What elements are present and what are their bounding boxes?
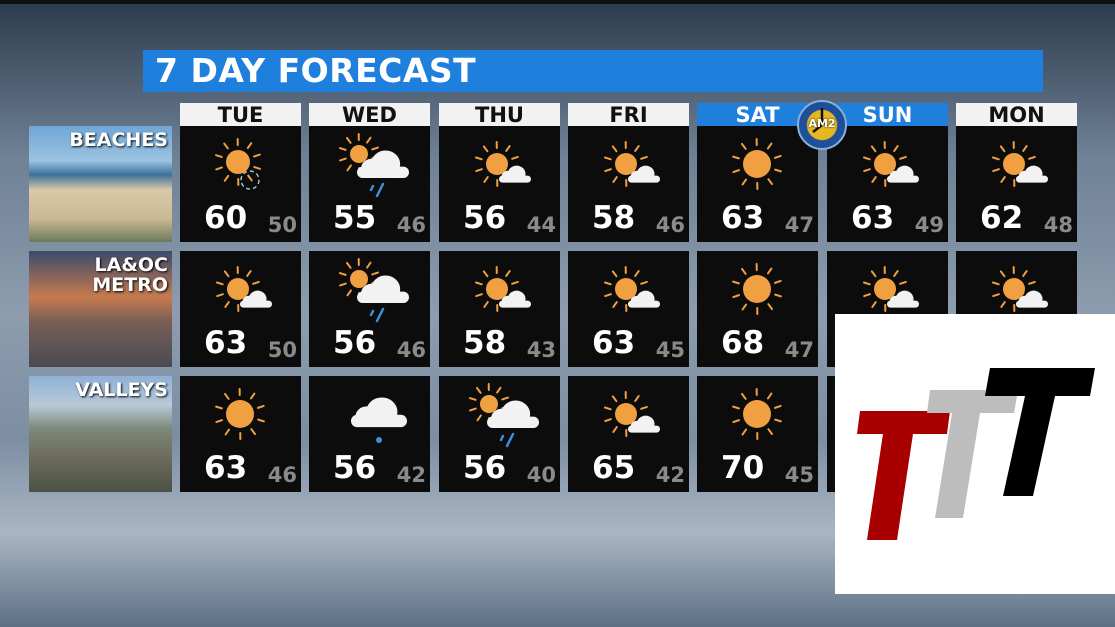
partly-sunny-icon (862, 141, 919, 187)
low-temp: 42 (396, 463, 426, 487)
low-temp: 50 (267, 213, 297, 237)
high-temp: 62 (980, 200, 1024, 236)
high-temp: 56 (463, 450, 507, 486)
region-label-panel: VALLEYS (29, 376, 172, 492)
sun-icon (732, 138, 782, 190)
partly-sunny-icon (991, 266, 1048, 312)
region-label: VALLEYS (75, 379, 168, 401)
region-label: BEACHES (69, 129, 168, 151)
high-temp: 68 (721, 325, 765, 361)
forecast-cell: 63 50 (180, 251, 301, 367)
forecast-cell: 55 46 (309, 126, 430, 242)
high-temp: 63 (204, 450, 248, 486)
partly-sunny-icon (862, 266, 919, 312)
partly-sunny-icon (603, 266, 660, 312)
low-temp: 50 (267, 338, 297, 362)
day-header-mon: MON (956, 103, 1077, 127)
page-title: 7 DAY FORECAST (143, 50, 1043, 92)
forecast-cell: 58 46 (568, 126, 689, 242)
forecast-cell: 56 40 (439, 376, 560, 492)
high-temp: 63 (851, 200, 895, 236)
ttt-logo-overlay (835, 314, 1115, 594)
top-border (0, 0, 1115, 4)
low-temp: 45 (655, 338, 685, 362)
high-temp: 65 (592, 450, 636, 486)
low-temp: 48 (1043, 213, 1073, 237)
sun-cloud-rain-icon (468, 383, 539, 448)
day-header-sun: SUN (827, 103, 948, 127)
high-temp: 55 (333, 200, 377, 236)
forecast-cell: 70 45 (697, 376, 818, 492)
low-temp: 45 (784, 463, 814, 487)
region-label-panel: LA&OC METRO (29, 251, 172, 367)
high-temp: 56 (333, 450, 377, 486)
forecast-cell: 60 50 (180, 126, 301, 242)
high-temp: 63 (592, 325, 636, 361)
sun-cloud-rain-icon (338, 133, 409, 198)
forecast-cell: 68 47 (697, 251, 818, 367)
forecast-cell: 65 42 (568, 376, 689, 492)
low-temp: 44 (526, 213, 556, 237)
high-temp: 56 (333, 325, 377, 361)
day-header-sat: SAT (697, 103, 818, 127)
forecast-cell: 63 45 (568, 251, 689, 367)
low-temp: 42 (655, 463, 685, 487)
sun-cloud-rain-icon (338, 258, 409, 323)
low-temp: 40 (526, 463, 556, 487)
high-temp: 58 (463, 325, 507, 361)
region-label-panel: BEACHES (29, 126, 172, 242)
low-temp: 47 (784, 213, 814, 237)
low-temp: 43 (526, 338, 556, 362)
region-label: LA&OC METRO (92, 254, 168, 296)
day-header-wed: WED (309, 103, 430, 127)
day-header-thu: THU (439, 103, 560, 127)
station-bug-text: AM2 (808, 117, 836, 130)
forecast-cell: 56 46 (309, 251, 430, 367)
day-header-fri: FRI (568, 103, 689, 127)
high-temp: 56 (463, 200, 507, 236)
sun-icon (732, 263, 782, 315)
forecast-cell: 56 42 (309, 376, 430, 492)
low-temp: 46 (267, 463, 297, 487)
low-temp: 47 (784, 338, 814, 362)
forecast-cell: 58 43 (439, 251, 560, 367)
partly-sunny-icon (603, 391, 660, 437)
cloud-rain-icon (351, 397, 407, 443)
low-temp: 46 (396, 338, 426, 362)
clock-hands-icon (812, 108, 824, 133)
partly-sunny-icon (991, 141, 1048, 187)
forecast-cell: 63 46 (180, 376, 301, 492)
low-temp: 49 (914, 213, 944, 237)
sun-icon (732, 388, 782, 440)
sun-haze-icon (215, 138, 261, 190)
forecast-cell: 63 49 (827, 126, 948, 242)
forecast-cell: 56 44 (439, 126, 560, 242)
high-temp: 70 (721, 450, 765, 486)
partly-sunny-icon (215, 266, 272, 312)
low-temp: 46 (655, 213, 685, 237)
partly-sunny-icon (474, 141, 531, 187)
high-temp: 63 (204, 325, 248, 361)
station-clock-logo: AM2 (797, 100, 847, 150)
low-temp: 46 (396, 213, 426, 237)
day-header-tue: TUE (180, 103, 301, 127)
high-temp: 60 (204, 200, 248, 236)
partly-sunny-icon (474, 266, 531, 312)
partly-sunny-icon (603, 141, 660, 187)
high-temp: 63 (721, 200, 765, 236)
high-temp: 58 (592, 200, 636, 236)
forecast-cell: 62 48 (956, 126, 1077, 242)
sun-icon (215, 388, 265, 440)
forecast-cell: 63 47 (697, 126, 818, 242)
